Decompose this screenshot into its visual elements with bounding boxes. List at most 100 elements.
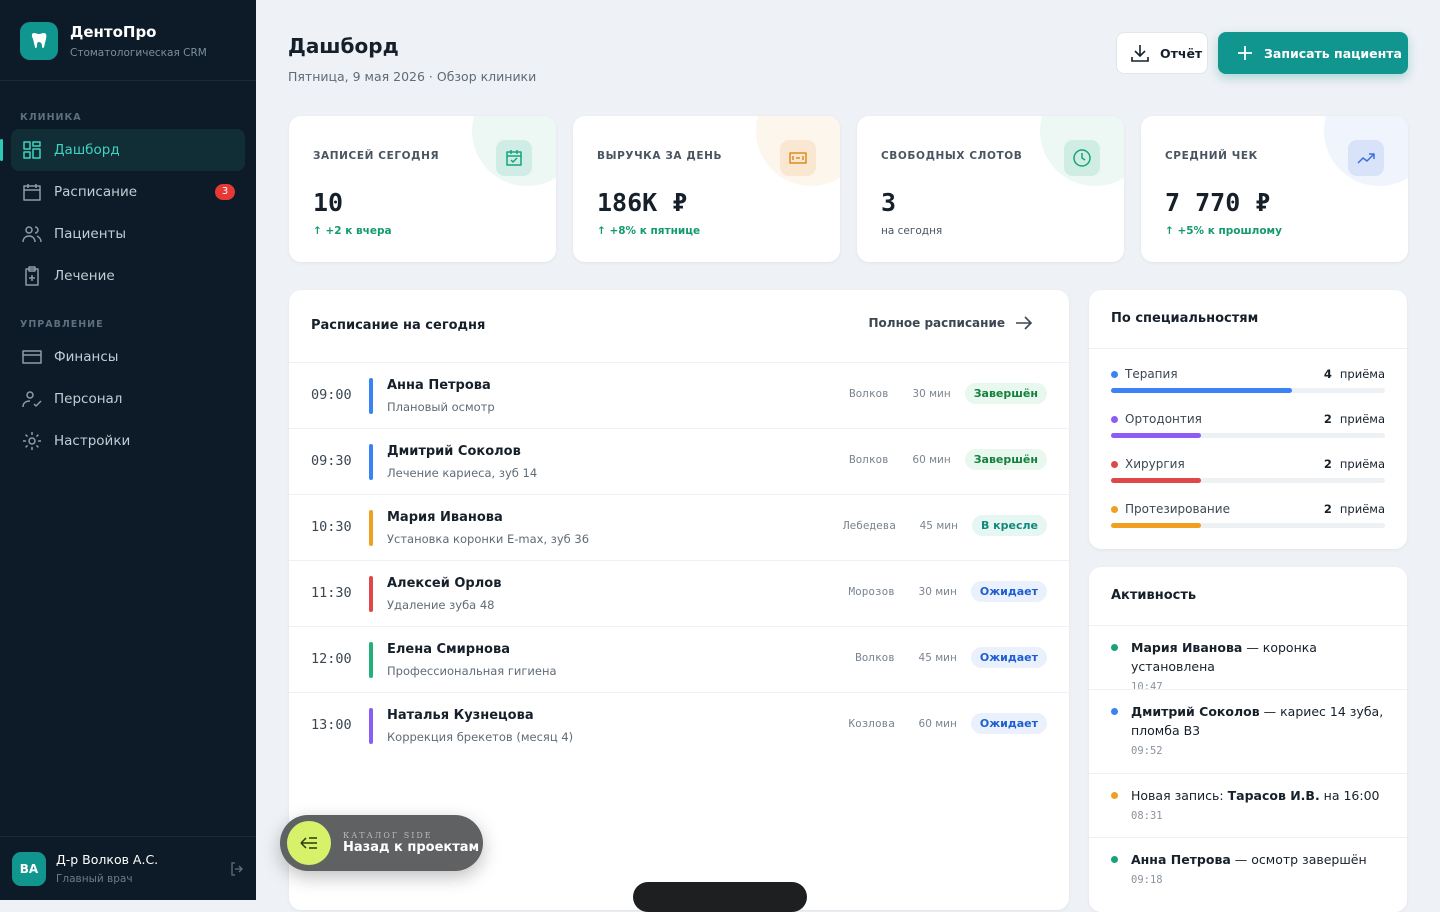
schedule-row[interactable]: 09:30 Дмитрий Соколов Лечение кариеса, зуб… [289,428,1069,494]
activity-item: Анна Петрова — осмотр завершён 09:18 [1089,837,1407,901]
duration: 60 мин [912,453,951,466]
doctor: Волков [848,453,889,466]
overlay-tag: SIDE [403,831,433,840]
brand: ДентоПро Стоматологическая CRM [20,22,207,60]
nav-badge: 3 [215,184,235,200]
procedure: Лечение кариеса, зуб 14 [387,466,538,480]
stat-icon [496,140,532,176]
stat-label: СРЕДНИЙ ЧЕК [1165,150,1258,162]
nav-item[interactable]: Финансы [11,336,245,378]
nav-label: Персонал [54,391,123,407]
activity-segment: Мария Иванова [1131,640,1243,655]
patient-name: Алексей Орлов [387,576,502,591]
nav-item[interactable]: Расписание 3 [11,171,245,213]
row-meta: Волков 30 мин Завершён [819,383,1047,404]
specialty-bar [1111,478,1202,483]
row-meta: Волков 45 мин Ожидает [825,647,1047,668]
specialty: Хирургия 2 приёма [1111,457,1385,502]
time: 13:00 [311,717,352,733]
stat-label: СВОБОДНЫХ СЛОТОВ [881,150,1023,162]
activity-segment: — коронка установлена [1131,640,1321,674]
report-label: Отчёт [1160,45,1203,61]
specialty: Ортодонтия 2 приёма [1111,412,1385,457]
nav-label: Финансы [54,349,119,365]
nav-section-title: УПРАВЛЕНИЕ [20,319,104,330]
nav-item[interactable]: Лечение [11,255,245,297]
patient-name: Дмитрий Соколов [387,444,521,459]
brand-subtitle: Стоматологическая CRM [70,46,207,59]
specialty-name: Терапия [1125,367,1178,381]
specialty-name: Хирургия [1125,457,1185,471]
row-meta: Волков 60 мин Завершён [819,449,1047,470]
color-bar [369,708,373,744]
activity-segment: — осмотр завершён [1230,852,1367,867]
nav-item[interactable]: Настройки [11,420,245,462]
specialty-unit: приёма [1339,367,1385,381]
nav-item[interactable]: Персонал [11,378,245,420]
schedule-row[interactable]: 09:00 Анна Петрова Плановый осмотр Волков 30… [289,362,1069,428]
navigation: КЛИНИКА Дашборд Расписание 3 Пациенты Лечение… [0,94,256,462]
nav-item[interactable]: Дашборд [0,129,245,171]
row-meta: Морозов 30 мин Ожидает [825,581,1047,602]
logout-icon[interactable] [230,862,244,876]
schedule-row[interactable]: 10:30 Мария Иванова Установка коронки E-ma… [289,494,1069,560]
stat-note: ↑ +5% к прошлому [1165,225,1282,237]
activity-text: Дмитрий Соколов — кариес 14 зуба, пломба… [1131,702,1385,740]
specialty-count: 2 [1323,412,1332,426]
dot [1111,505,1118,513]
dot [1111,460,1118,468]
stat-value: 3 [881,188,897,217]
stat-icon [1348,140,1384,176]
time: 10:30 [311,519,352,535]
procedure: Удаление зуба 48 [387,598,495,612]
doctor: Лебедева [842,519,896,532]
track [1111,523,1385,528]
nav-item[interactable]: Пациенты [11,213,245,255]
schedule-link[interactable]: Полное расписание [869,316,1033,330]
activity-text: Анна Петрова — осмотр завершён [1131,850,1385,869]
schedule-row[interactable]: 13:00 Наталья Кузнецова Коррекция брекетов… [289,692,1069,758]
activity-item: Дмитрий Соколов — кариес 14 зуба, пломба… [1089,689,1407,773]
dot [1111,370,1118,378]
stat-value: 7 770 ₽ [1165,188,1271,217]
specialties-card: По специальностям Терапия 4 приёма Ортодон… [1089,290,1407,549]
activity-segment: — кариес 14 зуба, пломба В3 [1131,704,1388,738]
specialty-bar [1111,433,1202,438]
activity-segment: Новая запись: [1131,788,1228,803]
color-bar [369,510,373,546]
specialty-name-row: Хирургия [1111,457,1385,471]
specialty-bar [1111,523,1202,528]
nav-label: Дашборд [54,142,120,158]
status: Завершён [964,383,1047,404]
back-to-projects[interactable]: КАТАЛОГ SIDE Назад к проектам [280,815,483,871]
stat-label: ЗАПИСЕЙ СЕГОДНЯ [313,150,440,162]
specialties-title: По специальностям [1111,311,1259,326]
activity-time: 08:31 [1131,810,1163,822]
duration: 45 мин [918,651,957,664]
schedule-row[interactable]: 11:30 Алексей Орлов Удаление зуба 48 Морозо… [289,560,1069,626]
status: Ожидает [970,713,1047,734]
stat-value: 186К ₽ [597,188,688,217]
report-button[interactable]: Отчёт [1116,32,1208,74]
track [1111,388,1385,393]
stat-card: СВОБОДНЫХ СЛОТОВ 3 на сегодня [857,116,1124,262]
add-patient-button[interactable]: Записать пациента [1218,32,1408,74]
specialty-count: 2 [1323,502,1332,516]
color-bar [369,378,373,414]
track [1111,478,1385,483]
sidebar: ДентоПро Стоматологическая CRM КЛИНИКА Даш… [0,0,256,900]
status: Ожидает [970,647,1047,668]
specialty-count-row: 4 приёма [1324,367,1385,381]
overlay-kicker: КАТАЛОГ [343,831,400,840]
dot [1111,415,1118,423]
schedule-row[interactable]: 12:00 Елена Смирнова Профессиональная гиги… [289,626,1069,692]
specialty-count: 2 [1323,457,1332,471]
specialty-name-row: Протезирование [1111,502,1385,516]
doctor: Козлова [848,717,895,730]
user[interactable]: ВА Д-р Волков А.С. Главный врач [12,852,244,886]
logo [20,22,58,60]
brand-name: ДентоПро [70,22,157,41]
stat-note: ↑ +2 к вчера [313,225,392,237]
doctor: Морозов [848,585,895,598]
